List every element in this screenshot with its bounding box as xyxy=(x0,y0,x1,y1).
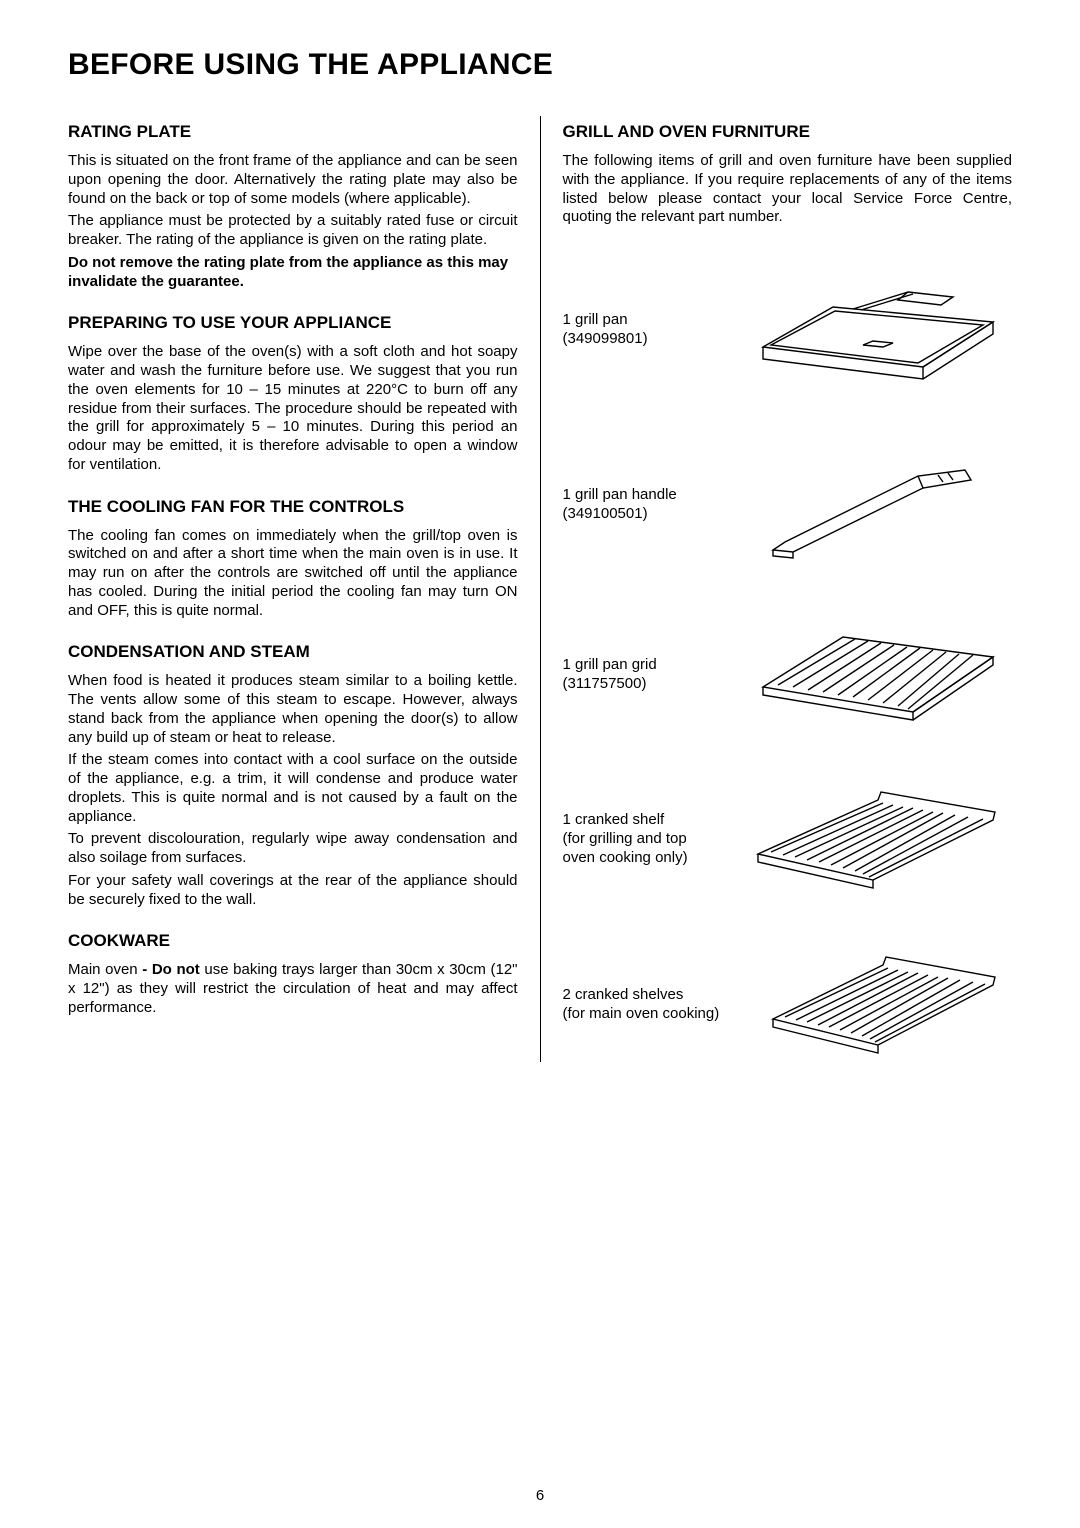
label-line: (349099801) xyxy=(563,330,743,349)
furniture-item-cranked-shelf: 1 cranked shelf (for grilling and top ov… xyxy=(563,782,1013,897)
label-line: (311757500) xyxy=(563,675,743,694)
section-heading: PREPARING TO USE YOUR APPLIANCE xyxy=(68,313,518,333)
furniture-item-grill-handle: 1 grill pan handle (349100501) xyxy=(563,442,1013,567)
page-number: 6 xyxy=(0,1487,1080,1504)
section-heading: CONDENSATION AND STEAM xyxy=(68,642,518,662)
body-paragraph: Main oven - Do not use baking trays larg… xyxy=(68,961,518,1017)
body-paragraph: For your safety wall coverings at the re… xyxy=(68,872,518,910)
cookware-section: COOKWARE Main oven - Do not use baking t… xyxy=(68,931,518,1017)
furniture-label: 1 cranked shelf (for grilling and top ov… xyxy=(563,811,743,867)
grill-pan-icon xyxy=(743,267,1013,392)
body-paragraph: This is situated on the front frame of t… xyxy=(68,152,518,208)
text-segment: Main oven xyxy=(68,961,142,978)
body-paragraph: To prevent discolouration, regularly wip… xyxy=(68,830,518,868)
text-bold: - Do not xyxy=(142,961,200,978)
label-line: (349100501) xyxy=(563,505,743,524)
preparing-section: PREPARING TO USE YOUR APPLIANCE Wipe ove… xyxy=(68,313,518,474)
furniture-label: 1 grill pan (349099801) xyxy=(563,311,743,349)
body-paragraph: The cooling fan comes on immediately whe… xyxy=(68,527,518,621)
cooling-fan-section: THE COOLING FAN FOR THE CONTROLS The coo… xyxy=(68,497,518,621)
grill-handle-icon xyxy=(743,442,1013,567)
label-line: 1 grill pan grid xyxy=(563,656,743,675)
cranked-shelves-icon xyxy=(763,947,1013,1062)
body-paragraph: When food is heated it produces steam si… xyxy=(68,672,518,747)
cranked-shelf-icon xyxy=(743,782,1013,897)
body-paragraph-bold: Do not remove the rating plate from the … xyxy=(68,254,518,292)
left-column: RATING PLATE This is situated on the fro… xyxy=(68,116,541,1062)
label-line: (for main oven cooking) xyxy=(563,1005,763,1024)
label-line: oven cooking only) xyxy=(563,849,743,868)
label-line: 1 grill pan handle xyxy=(563,486,743,505)
label-line: 1 cranked shelf xyxy=(563,811,743,830)
section-heading: THE COOLING FAN FOR THE CONTROLS xyxy=(68,497,518,517)
furniture-item-grill-grid: 1 grill pan grid (311757500) xyxy=(563,617,1013,732)
furniture-label: 2 cranked shelves (for main oven cooking… xyxy=(563,986,763,1024)
section-heading: GRILL AND OVEN FURNITURE xyxy=(563,122,1013,142)
furniture-item-grill-pan: 1 grill pan (349099801) xyxy=(563,267,1013,392)
body-paragraph: The following items of grill and oven fu… xyxy=(563,152,1013,227)
section-heading: RATING PLATE xyxy=(68,122,518,142)
furniture-label: 1 grill pan handle (349100501) xyxy=(563,486,743,524)
furniture-label: 1 grill pan grid (311757500) xyxy=(563,656,743,694)
label-line: 2 cranked shelves xyxy=(563,986,763,1005)
grill-grid-icon xyxy=(743,617,1013,732)
furniture-item-cranked-shelves: 2 cranked shelves (for main oven cooking… xyxy=(563,947,1013,1062)
body-paragraph: If the steam comes into contact with a c… xyxy=(68,751,518,826)
label-line: (for grilling and top xyxy=(563,830,743,849)
body-paragraph: Wipe over the base of the oven(s) with a… xyxy=(68,343,518,474)
grill-oven-section: GRILL AND OVEN FURNITURE The following i… xyxy=(563,122,1013,227)
rating-plate-section: RATING PLATE This is situated on the fro… xyxy=(68,122,518,291)
label-line: 1 grill pan xyxy=(563,311,743,330)
body-paragraph: The appliance must be protected by a sui… xyxy=(68,212,518,250)
condensation-section: CONDENSATION AND STEAM When food is heat… xyxy=(68,642,518,909)
right-column: GRILL AND OVEN FURNITURE The following i… xyxy=(541,116,1013,1062)
two-column-layout: RATING PLATE This is situated on the fro… xyxy=(68,116,1012,1062)
page-title: BEFORE USING THE APPLIANCE xyxy=(68,48,1012,82)
section-heading: COOKWARE xyxy=(68,931,518,951)
